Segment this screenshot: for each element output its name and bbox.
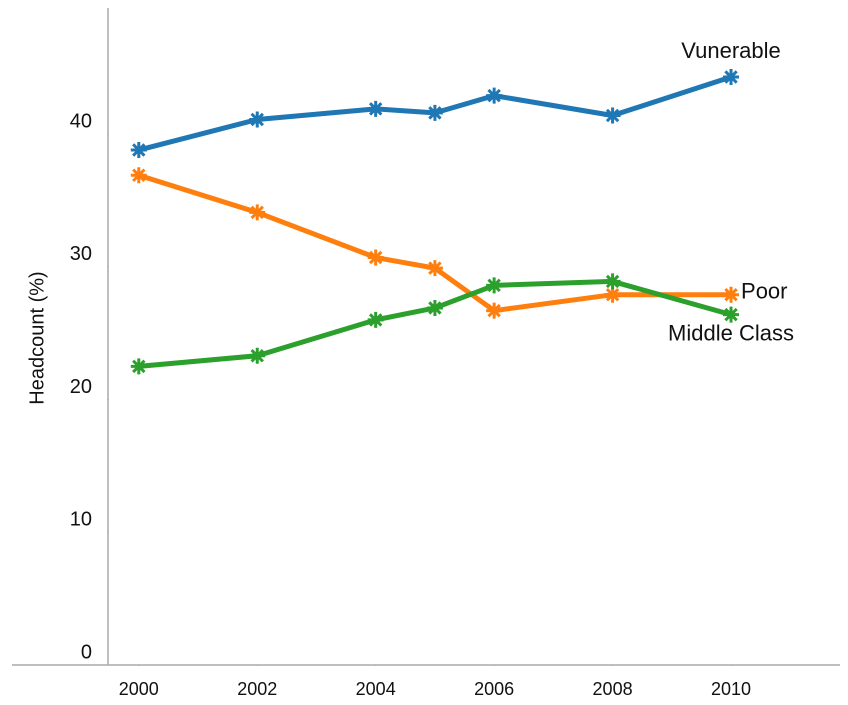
series-label: Vunerable bbox=[681, 38, 780, 63]
x-tick-label: 2008 bbox=[593, 679, 633, 699]
marker bbox=[130, 358, 147, 375]
marker bbox=[426, 299, 443, 316]
marker bbox=[486, 87, 503, 104]
marker bbox=[426, 104, 443, 121]
marker bbox=[604, 273, 621, 290]
x-tick-label: 2000 bbox=[119, 679, 159, 699]
series-label: Poor bbox=[741, 279, 787, 304]
y-tick-label: 0 bbox=[81, 641, 92, 663]
marker bbox=[486, 302, 503, 319]
marker bbox=[130, 142, 147, 159]
marker bbox=[249, 204, 266, 221]
marker bbox=[486, 277, 503, 294]
marker bbox=[604, 107, 621, 124]
marker bbox=[604, 286, 621, 303]
marker bbox=[367, 249, 384, 266]
marker bbox=[723, 69, 740, 86]
y-axis-label: Headcount (%) bbox=[26, 271, 48, 404]
y-tick-label: 10 bbox=[70, 509, 92, 531]
x-tick-label: 2002 bbox=[237, 679, 277, 699]
y-tick-label: 20 bbox=[70, 376, 92, 398]
marker bbox=[723, 306, 740, 323]
marker bbox=[367, 100, 384, 117]
marker bbox=[723, 286, 740, 303]
marker bbox=[249, 111, 266, 128]
x-tick-label: 2006 bbox=[474, 679, 514, 699]
marker bbox=[426, 260, 443, 277]
marker bbox=[249, 347, 266, 364]
marker bbox=[367, 311, 384, 328]
y-tick-label: 40 bbox=[70, 110, 92, 132]
marker bbox=[130, 167, 147, 184]
x-tick-label: 2004 bbox=[356, 679, 396, 699]
series-label: Middle Class bbox=[668, 320, 794, 345]
x-tick-label: 2010 bbox=[711, 679, 751, 699]
y-tick-label: 30 bbox=[70, 243, 92, 265]
